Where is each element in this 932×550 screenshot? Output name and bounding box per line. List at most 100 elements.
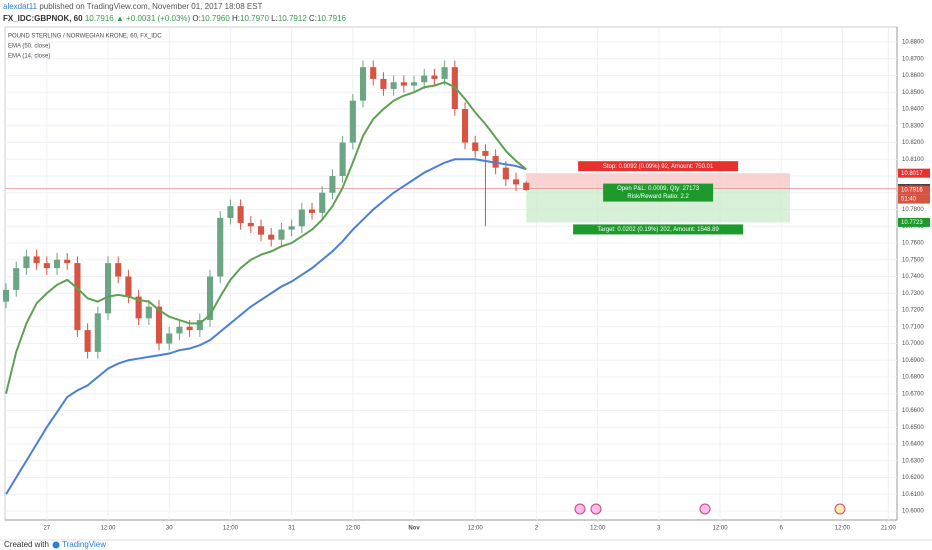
last-tag-bg (898, 185, 930, 195)
event[interactable] (574, 503, 586, 515)
candle-body (206, 276, 214, 321)
x-tick-label: 12:00 (223, 526, 239, 532)
x-tick-label: 6 (780, 526, 784, 532)
candle-body (482, 150, 489, 156)
y-tick-label: 10.6800 (902, 375, 924, 381)
legend-main: POUND STERLING / NORWEGIAN KRONE, 60, FX… (8, 34, 162, 40)
candle-body (268, 234, 275, 240)
o-label: O: (192, 14, 201, 23)
publish-info: alexdat11 published on TradingView.com, … (3, 2, 262, 11)
candle-body (186, 326, 193, 331)
candle-body (400, 82, 407, 86)
candle-body (115, 263, 122, 277)
y-tick-label: 10.8500 (902, 90, 924, 96)
candle-body (370, 67, 377, 79)
published: published on TradingView.com, November 0… (39, 2, 263, 11)
event-icons (574, 503, 846, 515)
stop-tag: 10.8017 (901, 171, 923, 177)
ema-line (5, 81, 527, 394)
y-tick-label: 10.6500 (902, 425, 924, 431)
x-tick-label: 12:00 (590, 526, 606, 532)
rr-label-bg (603, 191, 714, 202)
pnl-label: Open P&L: 0.0009, Qty: 27173 (617, 186, 700, 192)
candle-body (319, 192, 326, 213)
high: 10.7970 (240, 14, 269, 23)
candle-body (410, 82, 418, 86)
candle-body (421, 75, 428, 83)
y-tick-label: 10.7400 (902, 274, 924, 280)
candle-body (176, 326, 183, 334)
author[interactable]: alexdat11 (3, 2, 38, 11)
x-tick-label: 12:00 (345, 526, 361, 532)
y-tick-label: 10.7000 (902, 341, 924, 347)
candle-body (13, 268, 20, 290)
candle-body (33, 256, 40, 264)
target-label: Target: 0.0202 (0.19%) 202, Amount: 1548… (597, 227, 719, 233)
candle-body (308, 209, 316, 213)
c-label: C: (309, 14, 317, 23)
close: 10.7916 (317, 14, 346, 23)
candle-body (145, 306, 152, 319)
change: +0.0031 (+0.03%) (126, 14, 191, 23)
y-tick-label: 10.7500 (902, 257, 924, 263)
y-tick-label: 10.6900 (902, 358, 924, 364)
y-tick-label: 10.8600 (902, 73, 924, 79)
event[interactable] (590, 503, 602, 515)
target-tag: 10.7723 (901, 220, 923, 226)
footer-brand[interactable]: TradingView (62, 540, 106, 549)
y-tick-label: 10.6300 (902, 458, 924, 464)
y-tick-label: 10.7600 (902, 241, 924, 247)
candle-body (339, 142, 346, 177)
candle-body (247, 222, 254, 227)
candle-body (359, 67, 367, 101)
plot-frame (4, 26, 898, 521)
y-tick-label: 10.7300 (902, 291, 924, 297)
low: 10.7912 (277, 14, 307, 23)
countdown-tag-bg (898, 194, 930, 204)
candle-body (125, 276, 132, 297)
candle-body (196, 320, 203, 331)
symbol: FX_IDC:GBPNOK, 60 (3, 14, 83, 23)
y-tick-label: 10.7100 (902, 324, 924, 330)
candle-body (461, 109, 469, 143)
last: 10.7916 (84, 14, 114, 23)
candle-body (502, 167, 509, 180)
y-tick-label: 10.6400 (902, 442, 924, 448)
candle-body (104, 263, 112, 314)
x-tick-label: 3 (657, 526, 661, 532)
y-tick-label: 10.8300 (902, 123, 924, 129)
x-tick-label: 12:00 (713, 526, 729, 532)
brand-logo (52, 541, 60, 549)
y-tick-label: 10.6200 (902, 475, 924, 481)
candle-body (237, 206, 244, 223)
candle-body (431, 75, 438, 79)
candle-body (53, 259, 61, 269)
stop-tag-bg (898, 168, 930, 178)
candle-body (74, 263, 81, 331)
candle-body (166, 333, 173, 344)
x-tick-label: 12:00 (835, 526, 851, 532)
pnl-label-bg (603, 183, 714, 194)
x-tick-label: Nov (408, 526, 420, 532)
legend-ema50: EMA (50, close) (8, 44, 50, 50)
y-tick-label: 10.6700 (902, 391, 924, 397)
target-label-bg (573, 224, 744, 235)
y-tick-label: 10.8100 (902, 157, 924, 163)
ema-line (5, 158, 527, 495)
rr-label: Risk/Reward Ratio: 2.2 (627, 194, 689, 200)
event[interactable] (834, 503, 846, 515)
candle-body (64, 259, 71, 264)
candle-body (257, 226, 265, 235)
y-tick-label: 10.8800 (902, 40, 924, 46)
event[interactable] (699, 503, 711, 515)
candle-body (217, 217, 224, 277)
x-tick-label: 31 (288, 526, 295, 532)
y-tick-label: 10.8200 (902, 140, 924, 146)
target-tag-bg (898, 217, 930, 227)
symbol-bar: FX_IDC:GBPNOK, 60 10.7916 ▲ +0.0031 (+0.… (3, 14, 346, 23)
candle-body (512, 179, 520, 185)
candle-body (2, 289, 10, 302)
h-label: H: (232, 14, 241, 23)
candle-body (135, 296, 142, 319)
